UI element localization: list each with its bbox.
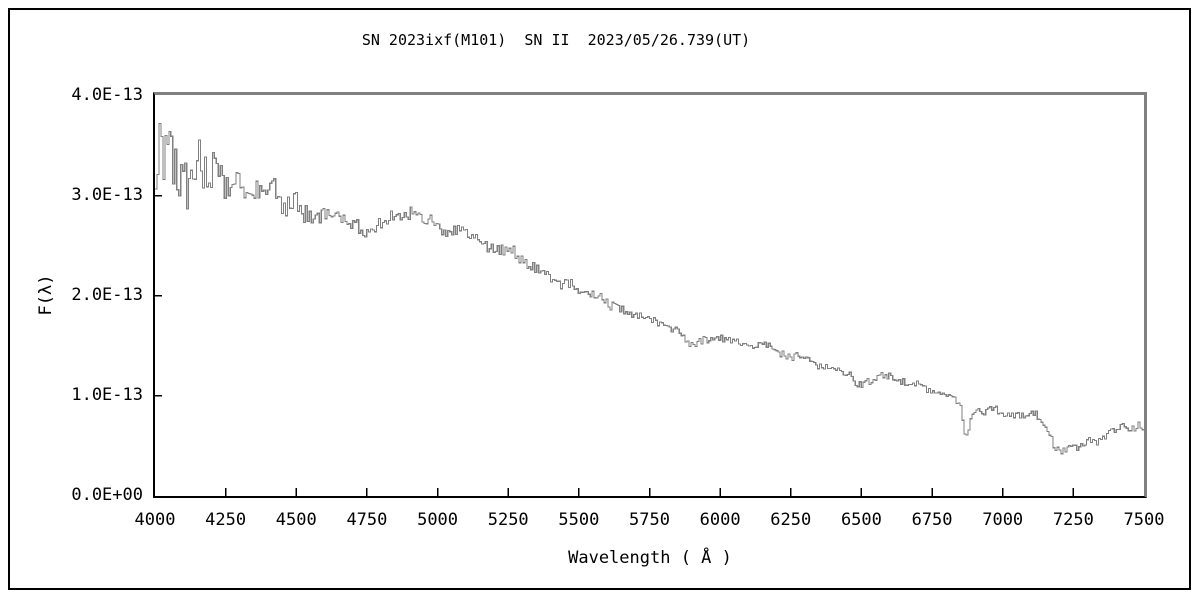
y-tick-label: 0.0E+00 — [71, 485, 143, 505]
y-tick-label: 3.0E-13 — [71, 185, 143, 205]
y-tick-label: 4.0E-13 — [71, 85, 143, 105]
x-tick-label: 6750 — [911, 510, 953, 530]
figure-border — [8, 8, 1191, 590]
y-tick-label: 2.0E-13 — [71, 285, 143, 305]
plot-svg — [155, 123, 1144, 496]
x-tick-label: 6500 — [840, 510, 882, 530]
x-tick-label: 4500 — [275, 510, 317, 530]
spectrum-line — [155, 123, 1144, 455]
x-tick-label: 4250 — [205, 510, 247, 530]
x-tick-label: 5750 — [629, 510, 670, 530]
x-tick-label: 6250 — [770, 510, 812, 530]
plot-area — [153, 92, 1147, 498]
x-tick-label: 5000 — [417, 510, 459, 530]
y-tick-label: 1.0E-13 — [71, 385, 143, 405]
x-tick-label: 7000 — [982, 510, 1024, 530]
x-tick-label: 5250 — [487, 510, 529, 530]
x-axis-title: Wavelength ( Å ) — [568, 548, 732, 568]
x-tick-label: 7250 — [1052, 510, 1094, 530]
x-tick-label: 4000 — [134, 510, 176, 530]
x-tick-label: 7500 — [1123, 510, 1165, 530]
chart-title: SN 2023ixf(M101) SN II 2023/05/26.739(UT… — [361, 31, 751, 49]
x-tick-label: 5500 — [558, 510, 600, 530]
x-tick-label: 4750 — [346, 510, 388, 530]
axis-ticks — [155, 194, 1075, 496]
x-tick-label: 6000 — [699, 510, 741, 530]
